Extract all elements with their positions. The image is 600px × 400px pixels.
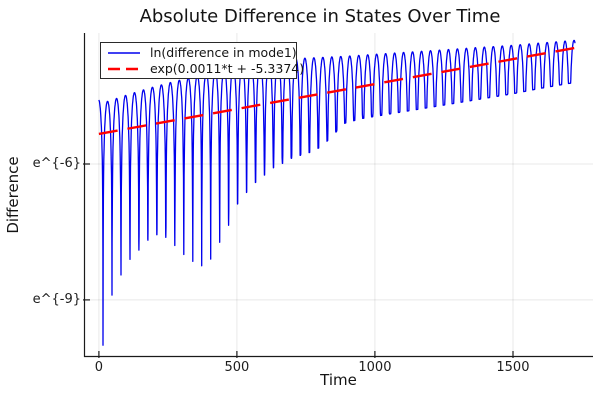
legend-box: ln(difference in mode1) exp(0.0011*t + -… bbox=[100, 42, 304, 79]
y-tick-label-e-6: e^{-6} bbox=[32, 155, 81, 171]
legend-line-sample-dashed bbox=[108, 67, 140, 70]
plot-canvas bbox=[83, 33, 593, 358]
x-axis-label: Time bbox=[320, 371, 357, 389]
exponential-fit-line bbox=[98, 46, 576, 136]
x-tick-label-1000: 1000 bbox=[358, 360, 392, 375]
y-axis-label: Difference bbox=[4, 156, 22, 234]
x-tick-label-1500: 1500 bbox=[496, 360, 530, 375]
legend-label-fit: exp(0.0011*t + -5.3374) bbox=[150, 61, 305, 76]
legend-label-curve: ln(difference in mode1) bbox=[150, 45, 297, 60]
legend-entry-curve: ln(difference in mode1) bbox=[107, 45, 297, 61]
legend-entry-fit: exp(0.0011*t + -5.3374) bbox=[107, 61, 304, 77]
chart-title: Absolute Difference in States Over Time bbox=[139, 6, 501, 27]
y-tick-label-e-9: e^{-9} bbox=[32, 291, 81, 307]
x-tick-label-500: 500 bbox=[224, 360, 250, 375]
legend-line-sample-solid bbox=[108, 51, 140, 54]
x-tick-label-0: 0 bbox=[94, 360, 104, 375]
difference-curve bbox=[98, 39, 576, 346]
